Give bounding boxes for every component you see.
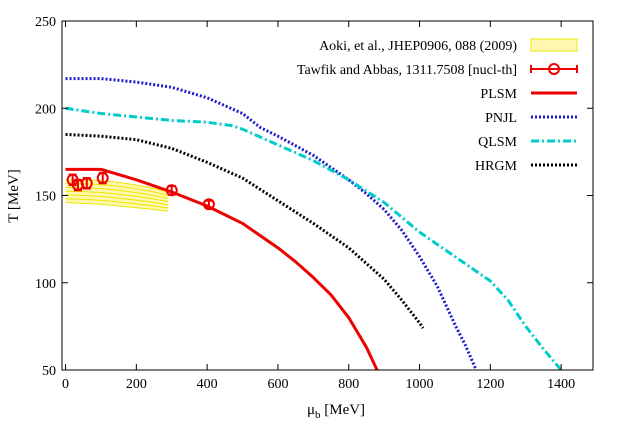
x-tick-label: 1000: [406, 377, 434, 392]
y-tick-label: 100: [35, 277, 56, 292]
band-hatch-line: [65, 194, 169, 206]
x-tick-label: 1400: [547, 377, 575, 392]
series-line-pnjl: [65, 77, 478, 370]
legend-label: PNJL: [485, 111, 517, 126]
y-tick-label: 50: [42, 364, 56, 379]
series-line-qlsm: [65, 106, 563, 370]
y-tick-label: 250: [35, 15, 56, 30]
band-hatch-line: [65, 190, 169, 203]
data-point: [202, 198, 215, 211]
series-line-hrgm: [65, 132, 425, 329]
x-tick-label: 400: [197, 377, 218, 392]
x-axis-label-symbol: μ: [307, 402, 315, 418]
legend-swatch-band: [530, 38, 578, 52]
data-point: [96, 172, 109, 185]
band-hatch-line: [65, 198, 169, 209]
legend-label: HRGM: [475, 159, 518, 174]
x-axis-label-unit: [MeV]: [320, 402, 365, 418]
x-tick-label: 600: [267, 377, 288, 392]
y-tick-label: 200: [35, 102, 56, 117]
x-axis-label: μb [MeV]: [307, 402, 365, 421]
legend-label: PLSM: [480, 87, 517, 102]
y-tick-label: 150: [35, 190, 56, 205]
x-tick-label: 200: [126, 377, 147, 392]
band-hatch-line: [65, 201, 169, 212]
series-line-plsm: [65, 167, 379, 370]
legend-label: Tawfik and Abbas, 1311.7508 [nucl-th]: [297, 63, 517, 78]
axis-ticks: 0 200 400 600 800 1000 1200 1400 50 100 150 200 250: [35, 15, 593, 392]
x-tick-label: 0: [62, 377, 69, 392]
plot-area: [65, 77, 563, 370]
legend-label: Aoki, et al., JHEP0906, 088 (2009): [319, 39, 517, 54]
x-tick-label: 1200: [476, 377, 504, 392]
legend-swatch-marker: [548, 63, 560, 75]
x-axis-label-subscript: b: [315, 409, 321, 421]
y-axis-label: T [MeV]: [6, 169, 22, 222]
legend-label: QLSM: [478, 135, 517, 150]
legend: Aoki, et al., JHEP0906, 088 (2009) Tawfik…: [297, 38, 578, 174]
data-point: [165, 184, 178, 197]
data-point: [80, 177, 93, 190]
x-tick-label: 800: [338, 377, 359, 392]
